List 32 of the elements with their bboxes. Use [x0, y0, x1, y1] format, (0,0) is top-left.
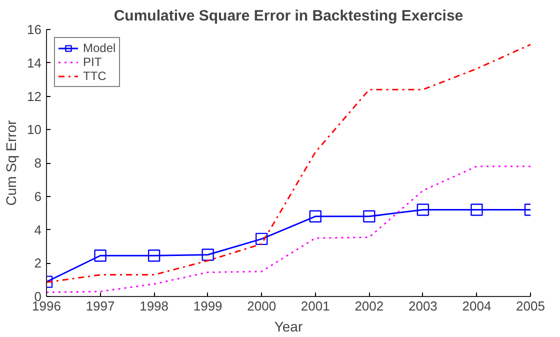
- y-tick-label: 12: [27, 88, 42, 104]
- y-axis-title: Cum Sq Error: [3, 120, 20, 206]
- y-tick-label: 6: [34, 188, 42, 204]
- y-tick-label: 8: [34, 156, 42, 170]
- x-tick-label: 2003: [408, 298, 438, 314]
- point: [470, 204, 483, 216]
- y-tick-label: 10: [27, 122, 42, 138]
- point: [148, 250, 160, 262]
- point: [416, 204, 430, 216]
- x-tick-label: 2000: [247, 298, 276, 314]
- x-tick-label: 1997: [86, 298, 115, 314]
- y-tick-label: 4: [34, 222, 42, 238]
- point: [202, 248, 214, 261]
- x-tick-label: 2004: [462, 298, 492, 314]
- line-series: [46, 166, 530, 294]
- point: [363, 210, 376, 222]
- x-tick-label: 2005: [516, 298, 545, 314]
- y-tick-label: 2: [34, 256, 42, 271]
- x-axis-title: Year: [274, 318, 303, 334]
- y-tick-label: 16: [27, 22, 42, 37]
- legend-label: TTC: [83, 69, 106, 83]
- x-tick-label: 2002: [354, 298, 384, 314]
- point: [94, 250, 106, 262]
- x-tick-label: 1998: [140, 298, 169, 314]
- x-tick-label: 1999: [193, 298, 222, 314]
- point: [256, 232, 268, 246]
- legend-label: PIT: [83, 55, 103, 69]
- legend-label: Model: [83, 41, 116, 55]
- x-tick-label: 2001: [300, 298, 330, 314]
- y-tick-label: 14: [27, 55, 42, 70]
- chart-title: Cumulative Square Error in Backtesting Exercise: [114, 8, 464, 24]
- point: [309, 210, 322, 222]
